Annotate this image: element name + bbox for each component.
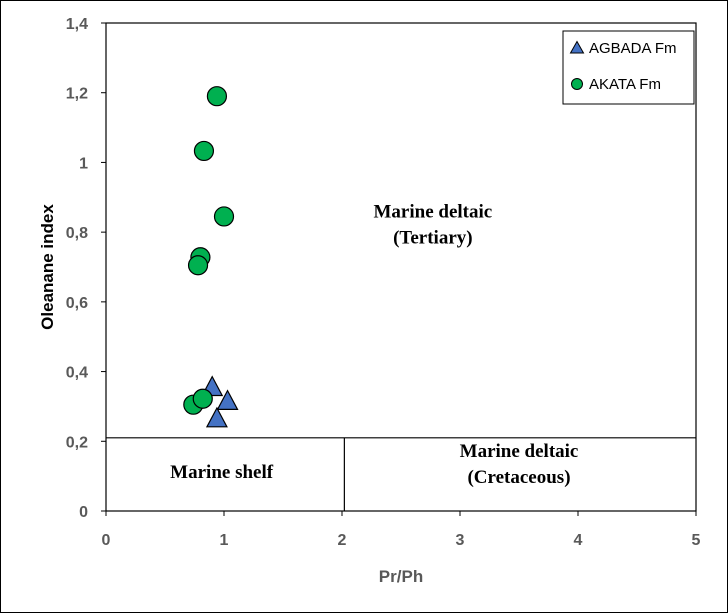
circle-point [187,255,209,276]
y-tick-label: 1,2 [66,86,88,103]
x-tick-label: 4 [574,532,583,549]
circle-point [206,86,228,107]
y-tick-label: 0,2 [66,434,88,451]
region-label-line2: (Tertiary) [393,228,473,249]
circle-point [193,140,215,162]
region-labels: Marine deltaic (Tertiary) Marine shelf Mari… [170,202,578,489]
legend-label: AGBADA Fm [589,40,677,57]
y-tick-label: 0 [79,504,88,521]
y-tick-label: 1,4 [66,16,88,33]
data-points [183,86,239,428]
x-tick-label: 3 [456,532,465,549]
triangle-point [216,389,239,411]
x-tick-label: 1 [220,532,229,549]
x-tick-label: 5 [692,532,701,549]
x-axis-title: Pr/Ph [379,567,423,586]
x-tick-label: 0 [102,532,111,549]
y-tick-label: 0,6 [66,295,88,312]
legend-box [562,30,695,105]
triangle-point [205,406,228,428]
region-label-line1: Marine deltaic [374,202,493,223]
circle-point [192,388,213,409]
region-label-line1: Marine deltaic [460,441,579,462]
region-dividers [106,437,696,511]
circle-point [213,206,235,227]
x-tick-label: 2 [338,532,347,549]
legend-label: AKATA Fm [589,76,661,93]
y-tick-label: 0,8 [66,225,88,242]
region-label-line2: (Cretaceous) [467,467,570,488]
y-axis-title: Oleanane index [38,204,57,330]
legend: AGBADA Fm AKATA Fm [562,30,695,105]
legend-triangle-marker [569,40,585,54]
region-label-line1: Marine shelf [170,462,274,483]
legend-circle-marker [571,78,583,90]
y-tick-label: 0,4 [66,365,88,382]
y-tick-label: 1 [79,155,88,172]
axis-ticks: 0 0,2 0,4 0,6 0,8 1 1,2 1,4 0 1 2 3 4 5 [66,16,701,549]
plot-area [105,22,697,512]
